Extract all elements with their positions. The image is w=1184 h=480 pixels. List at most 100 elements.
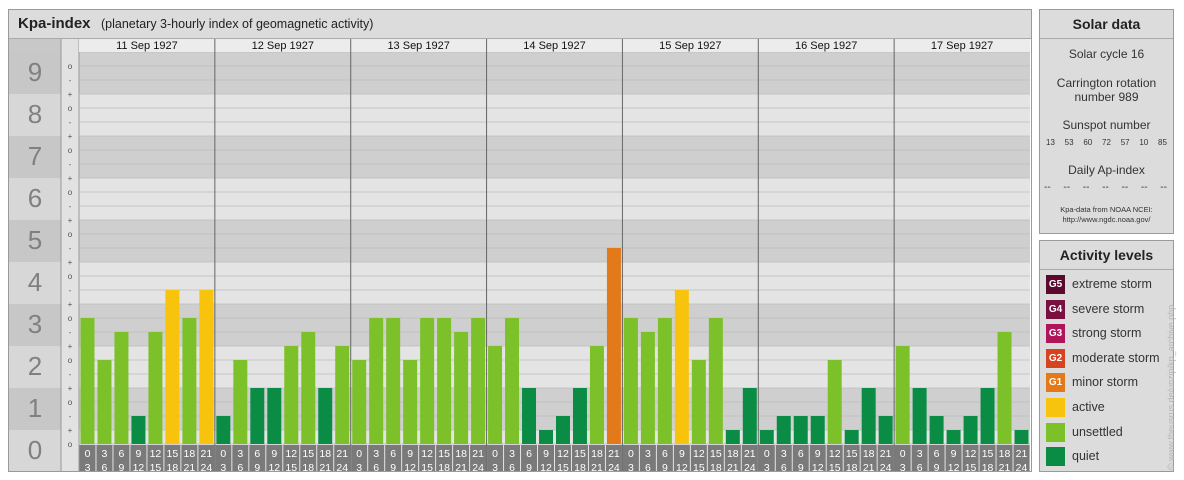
interval-start-label: 15 <box>438 448 450 460</box>
interval-end-label: 24 <box>880 462 892 471</box>
activity-level-swatch: G4 <box>1046 299 1065 319</box>
interval-cell <box>571 445 588 471</box>
interval-cell <box>487 445 504 471</box>
activity-level-swatch <box>1046 447 1065 467</box>
sub-tick-label: o <box>68 356 73 365</box>
interval-cell <box>215 445 232 471</box>
kp-bar <box>640 331 655 444</box>
interval-end-label: 9 <box>662 462 668 471</box>
activity-level-item: active <box>1046 398 1171 418</box>
interval-cell <box>792 445 809 471</box>
sub-tick-label: o <box>68 272 73 281</box>
sunspot-value: 85 <box>1158 138 1167 147</box>
interval-start-label: 0 <box>628 448 634 460</box>
y-tick-label: 6 <box>28 183 42 213</box>
day-label: 14 Sep 1927 <box>523 40 585 52</box>
activity-level-swatch: G2 <box>1046 348 1065 368</box>
interval-cell <box>96 445 113 471</box>
interval-start-label: 6 <box>798 448 804 460</box>
interval-cell <box>741 445 758 471</box>
kp-bar <box>980 388 995 444</box>
kp-bar <box>284 346 299 444</box>
sub-tick-label: o <box>68 104 73 113</box>
kp-band <box>79 220 1030 262</box>
interval-end-label: 3 <box>900 462 906 471</box>
activity-level-label: severe storm <box>1072 301 1145 316</box>
interval-cell <box>1013 445 1030 471</box>
sub-tick-label: - <box>69 76 72 85</box>
interval-start-label: 0 <box>356 448 362 460</box>
sub-tick-label: - <box>69 160 72 169</box>
day-label: 17 Sep 1927 <box>931 40 993 52</box>
interval-start-label: 21 <box>201 448 213 460</box>
activity-level-item: quiet <box>1046 447 1171 467</box>
interval-start-label: 9 <box>136 448 142 460</box>
interval-cell <box>436 445 453 471</box>
interval-end-label: 24 <box>608 462 620 471</box>
activity-levels-title: Activity levels <box>1040 241 1173 270</box>
sub-tick-label: + <box>68 300 73 309</box>
sub-tick-label: - <box>69 118 72 127</box>
source-link[interactable]: http://www.ngdc.noaa.gov/ <box>1062 215 1151 224</box>
kp-bar <box>369 318 384 444</box>
kp-bar <box>572 388 587 444</box>
interval-start-label: 15 <box>982 448 994 460</box>
interval-cell <box>181 445 198 471</box>
interval-start-label: 9 <box>271 448 277 460</box>
interval-end-label: 12 <box>948 462 960 471</box>
kp-bar <box>674 289 689 444</box>
interval-cell <box>368 445 385 471</box>
watermark: © www.theusrus.de/unzip/kp_archive.php <box>1166 304 1176 470</box>
kp-label-cell <box>9 346 61 388</box>
kp-bar <box>352 360 367 444</box>
kp-bar <box>522 388 537 444</box>
day-label: 16 Sep 1927 <box>795 40 857 52</box>
sunspot-values: 13 53 60 72 57 10 85 <box>1046 138 1167 147</box>
activity-level-item: G2 moderate storm <box>1046 348 1171 369</box>
carrington-line-2: number 989 <box>1074 90 1139 104</box>
chart-header: Kpa-index (planetary 3-hourly index of g… <box>9 10 1031 39</box>
interval-cell <box>996 445 1013 471</box>
source-line-1: Kpa-data from NOAA NCEI: <box>1060 205 1153 214</box>
kp-label-cell <box>9 220 61 262</box>
interval-cell <box>385 445 402 471</box>
kp-label-cell <box>9 52 61 94</box>
interval-end-label: 21 <box>727 462 739 471</box>
interval-start-label: 6 <box>526 448 532 460</box>
y-tick-label: 2 <box>28 351 42 381</box>
y-tick-label: 7 <box>28 141 42 171</box>
kp-bar <box>623 318 638 444</box>
sub-tick-label: o <box>68 230 73 239</box>
kpa-chart-panel: Kpa-index (planetary 3-hourly index of g… <box>8 9 1032 472</box>
ap-index-value: -- <box>1102 182 1109 193</box>
kp-bar <box>725 430 740 444</box>
interval-end-label: 24 <box>744 462 756 471</box>
interval-cell <box>656 445 673 471</box>
interval-cell <box>622 445 639 471</box>
sub-tick-label: + <box>68 342 73 351</box>
y-tick-label: 9 <box>28 57 42 87</box>
y-tick-label: 0 <box>28 435 42 465</box>
kp-bar <box>80 318 95 444</box>
kp-bar <box>148 331 163 444</box>
sunspot-value: 13 <box>1046 138 1055 147</box>
interval-start-label: 15 <box>846 448 858 460</box>
interval-start-label: 3 <box>917 448 923 460</box>
kp-bar <box>776 415 791 444</box>
interval-start-label: 3 <box>102 448 108 460</box>
interval-end-label: 24 <box>201 462 213 471</box>
kp-bar <box>216 415 231 444</box>
solar-data-title: Solar data <box>1040 10 1173 39</box>
kp-bar <box>505 318 520 444</box>
interval-start-label: 9 <box>543 448 549 460</box>
y-tick-label: 5 <box>28 225 42 255</box>
interval-end-label: 15 <box>965 462 977 471</box>
kp-bar <box>420 318 435 444</box>
interval-cell <box>113 445 130 471</box>
kp-bar <box>386 318 401 444</box>
interval-start-label: 0 <box>492 448 498 460</box>
y-tick-label: 8 <box>28 99 42 129</box>
interval-start-label: 0 <box>900 448 906 460</box>
interval-end-label: 18 <box>710 462 722 471</box>
interval-end-label: 3 <box>764 462 770 471</box>
